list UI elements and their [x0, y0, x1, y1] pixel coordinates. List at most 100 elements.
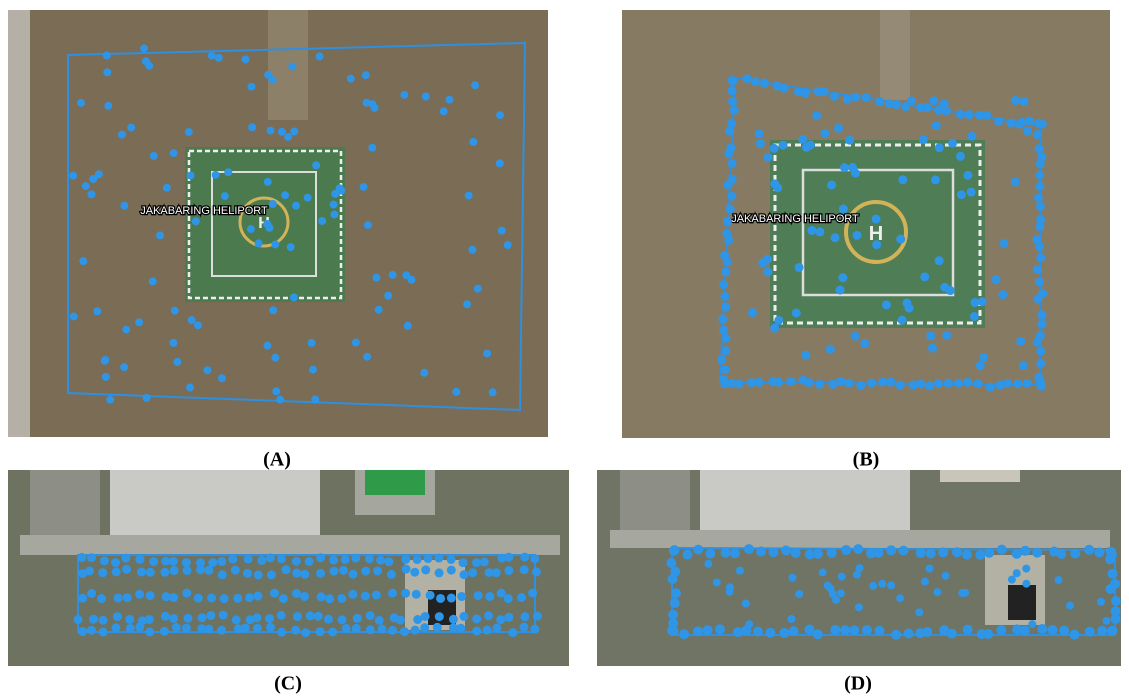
waypoint — [967, 132, 976, 141]
waypoint — [978, 297, 987, 306]
waypoint — [882, 300, 891, 309]
waypoint — [1034, 294, 1043, 303]
waypoint — [1111, 614, 1121, 624]
waypoint — [79, 257, 87, 265]
waypoint — [728, 86, 737, 95]
waypoint — [361, 567, 370, 576]
waypoint — [472, 614, 481, 623]
waypoint — [961, 589, 969, 597]
waypoint — [218, 570, 227, 579]
waypoint — [207, 593, 216, 602]
waypoint — [824, 582, 832, 590]
waypoint — [747, 378, 756, 387]
waypoint — [106, 396, 114, 404]
waypoint — [994, 117, 1003, 126]
waypoint — [472, 558, 481, 567]
waypoint — [722, 334, 731, 343]
waypoint — [938, 547, 948, 557]
waypoint — [185, 128, 193, 136]
waypoint — [967, 188, 976, 197]
waypoint — [272, 387, 280, 395]
waypoint — [89, 175, 97, 183]
waypoint — [371, 104, 379, 112]
waypoint — [827, 180, 836, 189]
waypoint — [915, 608, 923, 616]
waypoint — [1023, 126, 1032, 135]
waypoint — [101, 357, 109, 365]
waypoint — [338, 615, 347, 624]
waypoint — [160, 568, 169, 577]
waypoint — [1019, 361, 1028, 370]
waypoint — [142, 57, 150, 65]
waypoint — [253, 613, 262, 622]
waypoint — [87, 626, 96, 635]
waypoint — [277, 554, 286, 563]
waypoint — [316, 569, 325, 578]
waypoint — [836, 286, 845, 295]
waypoint — [504, 594, 513, 603]
waypoint — [916, 548, 926, 558]
waypoint — [198, 613, 207, 622]
waypoint — [224, 168, 232, 176]
waypoint — [384, 292, 392, 300]
waypoint — [1103, 617, 1111, 625]
waypoint — [779, 141, 788, 150]
waypoint — [219, 611, 228, 620]
waypoint — [279, 594, 288, 603]
waypoint — [1097, 626, 1107, 636]
waypoint — [458, 558, 467, 567]
waypoint — [351, 554, 360, 563]
waypoint — [248, 123, 256, 131]
waypoint — [365, 554, 374, 563]
waypoint — [1012, 549, 1022, 559]
waypoint — [204, 566, 213, 575]
waypoint — [671, 588, 681, 598]
waypoint — [942, 572, 950, 580]
waypoint — [792, 308, 801, 317]
waypoint — [856, 564, 864, 572]
waypoint — [78, 594, 87, 603]
waypoint — [682, 550, 692, 560]
waypoint — [366, 625, 375, 634]
waypoint — [292, 202, 300, 210]
waypoint — [118, 131, 126, 139]
waypoint — [248, 83, 256, 91]
waypoint — [844, 379, 853, 388]
waypoint — [1038, 311, 1047, 320]
waypoint — [886, 378, 895, 387]
waypoint — [434, 554, 443, 563]
waypoint — [530, 625, 539, 634]
waypoint — [468, 568, 477, 577]
waypoint — [287, 243, 295, 251]
waypoint — [423, 554, 432, 563]
waypoint — [304, 194, 312, 202]
waypoint — [196, 565, 205, 574]
waypoint — [220, 594, 229, 603]
waypoint — [756, 139, 765, 148]
waypoint — [791, 548, 801, 558]
waypoint — [187, 172, 195, 180]
waypoint — [770, 179, 779, 188]
waypoint — [89, 615, 98, 624]
waypoint — [1011, 96, 1020, 105]
waypoint — [352, 624, 361, 633]
waypoint — [422, 93, 430, 101]
waypoint — [103, 51, 111, 59]
waypoint — [795, 590, 803, 598]
waypoint — [982, 111, 991, 120]
waypoint — [1070, 630, 1080, 640]
waypoint — [1105, 554, 1115, 564]
waypoint — [992, 275, 1001, 284]
waypoint — [264, 71, 272, 79]
waypoint — [388, 589, 397, 598]
waypoint — [670, 598, 680, 608]
waypoint — [194, 321, 202, 329]
waypoint — [869, 582, 877, 590]
waypoint — [366, 611, 375, 620]
caption: (B) — [853, 449, 880, 471]
waypoint — [352, 338, 360, 346]
waypoint — [920, 272, 929, 281]
waypoint — [445, 96, 453, 104]
waypoint — [896, 381, 905, 390]
waypoint — [317, 592, 326, 601]
